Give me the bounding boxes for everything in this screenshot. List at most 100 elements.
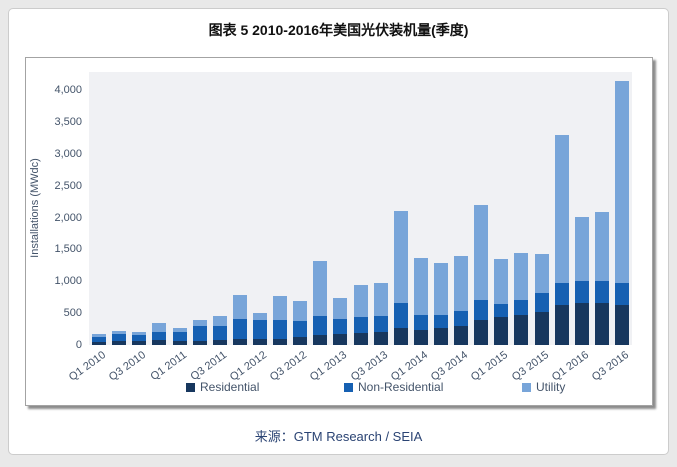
bar-segment-utility	[252, 312, 267, 321]
bar-segment-non-residential	[152, 331, 167, 341]
bar-segment-utility	[232, 295, 247, 320]
bar-segment-non-residential	[212, 326, 227, 341]
bar-segment-non-residential	[614, 282, 629, 305]
bar-segment-utility	[132, 331, 147, 335]
bar-segment-residential	[373, 332, 388, 345]
bar-stack	[373, 282, 388, 345]
legend-label-residential: Residential	[200, 380, 260, 394]
y-tick-label: 3,500	[54, 115, 82, 128]
bar-segment-non-residential	[112, 334, 127, 341]
chart: Installations (MWdc) 0 500 1,000 1,500 2,000…	[25, 57, 653, 406]
bar-segment-residential	[252, 338, 267, 345]
bar-stack	[454, 256, 469, 345]
x-tick-label: Q1 2014	[388, 349, 430, 384]
bar-stack	[534, 253, 549, 345]
bar-segment-non-residential	[232, 319, 247, 340]
bar-segment-utility	[353, 285, 368, 318]
bar-segment-utility	[293, 301, 308, 321]
bar-segment-utility	[393, 210, 408, 303]
bar-segment-residential	[554, 304, 569, 345]
bar-stack	[92, 334, 107, 345]
content-card: 图表 5 2010-2016年美国光伏装机量(季度) Installations…	[8, 8, 669, 455]
x-tick-label: Q1 2013	[308, 349, 350, 384]
x-tick-label: Q1 2015	[469, 349, 511, 384]
bar-segment-residential	[333, 334, 348, 345]
bar-segment-non-residential	[353, 317, 368, 334]
bar-segment-residential	[393, 327, 408, 345]
bar-segment-utility	[92, 334, 107, 338]
legend: Residential Non-Residential Utility	[26, 380, 652, 398]
y-tick-label: 500	[63, 307, 82, 320]
bar-segment-residential	[92, 341, 107, 345]
bar-segment-non-residential	[373, 316, 388, 333]
bar-segment-non-residential	[474, 299, 489, 320]
bar-stack	[494, 259, 509, 345]
x-tick-label: Q3 2014	[428, 349, 471, 384]
bar-segment-residential	[132, 340, 147, 345]
x-tick-label: Q3 2013	[348, 349, 390, 384]
y-tick-label: 2,000	[54, 211, 82, 224]
non-residential-swatch-icon	[344, 382, 353, 392]
y-tick-label: 3,000	[54, 147, 82, 160]
bar-segment-residential	[112, 340, 127, 345]
bar-segment-non-residential	[192, 326, 207, 341]
x-tick-label: Q3 2012	[268, 349, 310, 384]
bar-stack	[413, 257, 428, 345]
x-tick-label: Q3 2011	[188, 349, 229, 384]
bar-segment-residential	[192, 340, 207, 345]
bar-segment-non-residential	[393, 302, 408, 328]
bar-segment-utility	[333, 297, 348, 319]
bar-segment-non-residential	[494, 303, 509, 317]
bar-segment-residential	[574, 302, 589, 345]
bar-segment-utility	[413, 257, 428, 316]
bar-stack	[333, 297, 348, 345]
legend-label-utility: Utility	[536, 380, 566, 394]
source-caption: 来源：GTM Research / SEIA	[254, 429, 423, 444]
bar-segment-utility	[192, 320, 207, 327]
bar-stack	[252, 312, 267, 345]
bar-stack	[594, 212, 609, 345]
bar-stack	[132, 331, 147, 345]
bar-segment-residential	[454, 325, 469, 345]
bar-segment-residential	[313, 334, 328, 345]
bar-segment-utility	[594, 212, 609, 281]
bar-segment-residential	[614, 304, 629, 345]
bar-segment-non-residential	[252, 320, 267, 339]
bar-segment-utility	[112, 331, 127, 335]
x-tick-label: Q3 2015	[509, 349, 551, 384]
bar-segment-non-residential	[273, 320, 288, 339]
bar-segment-non-residential	[454, 310, 469, 326]
bar-segment-utility	[172, 328, 187, 332]
bar-segment-non-residential	[293, 320, 308, 338]
bar-stack	[112, 331, 127, 345]
bar-segment-utility	[474, 204, 489, 300]
bar-segment-utility	[273, 295, 288, 321]
bar-segment-non-residential	[433, 314, 448, 329]
bar-segment-non-residential	[132, 334, 147, 341]
bar-stack	[433, 262, 448, 345]
y-tick-label: 1,000	[54, 275, 82, 288]
y-tick-label: 4,000	[54, 84, 82, 96]
bar-stack	[614, 80, 629, 345]
bar-segment-non-residential	[313, 316, 328, 335]
legend-item-residential: Residential	[186, 380, 259, 394]
bar-segment-utility	[574, 216, 589, 282]
bar-segment-utility	[313, 261, 328, 317]
bar-segment-non-residential	[172, 331, 187, 341]
bar-segment-residential	[172, 340, 187, 345]
bar-segment-residential	[474, 319, 489, 345]
bar-segment-residential	[152, 340, 167, 345]
bar-segment-non-residential	[594, 280, 609, 304]
x-tick-label: Q1 2012	[227, 349, 269, 384]
bar-stack	[212, 315, 227, 345]
y-tick-label: 2,500	[54, 179, 82, 192]
bar-segment-residential	[273, 338, 288, 345]
bar-stack	[232, 295, 247, 345]
bar-segment-residential	[514, 314, 529, 345]
residential-swatch-icon	[186, 382, 195, 392]
utility-swatch-icon	[522, 382, 531, 392]
legend-item-non-residential: Non-Residential	[344, 380, 443, 394]
plot-area	[89, 72, 632, 345]
bar-segment-non-residential	[333, 318, 348, 335]
x-tick-label: Q1 2016	[549, 349, 591, 384]
